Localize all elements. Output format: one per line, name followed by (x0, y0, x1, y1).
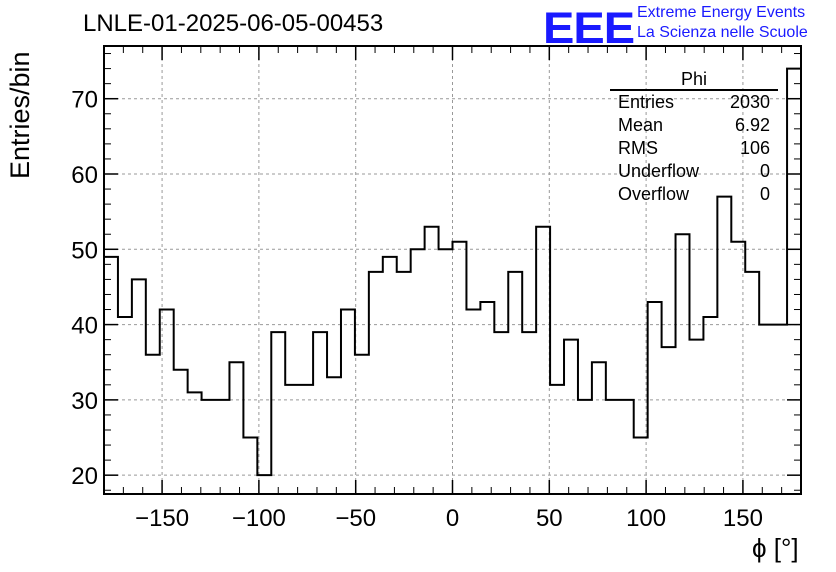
x-tick-label: −50 (335, 505, 376, 532)
y-axis-label: Entries/bin (5, 51, 35, 179)
stats-value: 106 (739, 138, 770, 158)
y-tick-label: 70 (71, 87, 98, 114)
logo-text-line1: Extreme Energy Events (637, 4, 806, 21)
histogram-series-line (104, 67, 801, 477)
y-tick-label: 20 (71, 463, 98, 490)
stats-label: Underflow (618, 161, 700, 181)
x-tick-label: 100 (626, 505, 666, 532)
stats-label: Overflow (618, 184, 690, 204)
x-tick-label: 50 (536, 505, 563, 532)
x-tick-label: −100 (232, 505, 286, 532)
stats-box-name: Phi (610, 69, 778, 91)
y-tick-label: 40 (71, 313, 98, 340)
stats-row: RMS 106 (610, 137, 778, 160)
stats-value: 2030 (729, 92, 770, 112)
stats-box: Phi Entries 2030 Mean 6.92 RMS 106 Under… (610, 69, 778, 206)
stats-row: Mean 6.92 (610, 114, 778, 137)
x-tick-label: 0 (446, 505, 459, 532)
stats-label: Entries (618, 92, 675, 112)
eee-logo-mark: EEE (543, 2, 635, 53)
axis-ticks (103, 46, 802, 494)
logo-text-line2: La Scienza nelle Scuole (637, 24, 808, 41)
stats-value: 6.92 (734, 115, 770, 135)
stats-value: 0 (759, 161, 770, 181)
y-tick-label: 30 (71, 388, 98, 415)
x-tick-label: −150 (135, 505, 189, 532)
stats-label: Mean (618, 115, 664, 135)
tick-labels: −150 −100 −50 0 50 100 150 20 30 40 50 60 70 (71, 87, 763, 532)
x-axis-label: ϕ [°] (752, 533, 799, 563)
stats-row: Underflow 0 (610, 160, 778, 183)
x-tick-label: 150 (723, 505, 763, 532)
chart-title: LNLE-01-2025-06-05-00453 (83, 10, 384, 37)
y-tick-label: 60 (71, 162, 98, 189)
stats-row: Overflow 0 (610, 183, 778, 206)
y-tick-label: 50 (71, 237, 98, 264)
stats-row: Entries 2030 (610, 91, 778, 114)
stats-value: 0 (759, 184, 770, 204)
stats-label: RMS (618, 138, 658, 158)
